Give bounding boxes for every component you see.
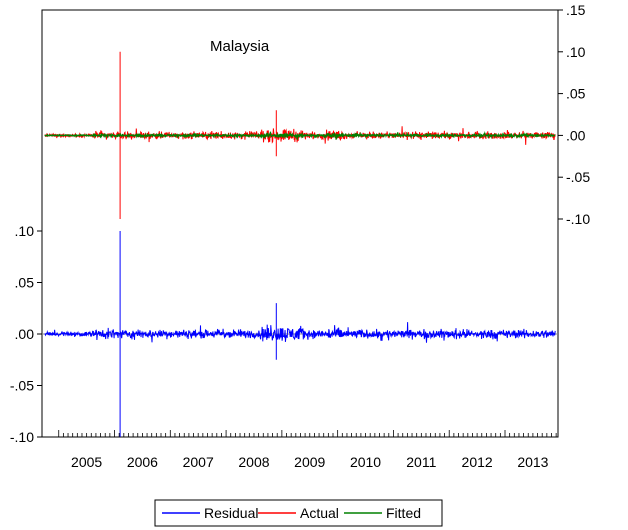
x-axis-tick-label: 2007	[183, 454, 214, 470]
left-axis-tick-label: .05	[15, 275, 35, 291]
x-axis-tick-label: 2008	[238, 454, 269, 470]
legend-label-fitted: Fitted	[386, 505, 421, 521]
legend: Residual Actual Fitted	[154, 499, 443, 527]
left-axis-tick-label: -.10	[10, 429, 34, 445]
legend-box	[154, 499, 443, 527]
x-axis-tick-label: 2013	[517, 454, 548, 470]
right-axis-tick-label: .05	[566, 86, 586, 102]
legend-label-residual: Residual	[204, 505, 258, 521]
series-fitted-line	[44, 131, 556, 140]
x-axis-tick-label: 2011	[406, 454, 436, 470]
x-axis-tick-label: 2010	[350, 454, 381, 470]
x-axis-tick-label: 2009	[294, 454, 325, 470]
right-axis-tick-label: .15	[566, 2, 586, 18]
chart-title: Malaysia	[210, 38, 270, 55]
axes-layer: .15 .10 .05 .00 -.05 -.10 .10 .05 .00 -.05 -.10 200…	[10, 2, 590, 470]
legend-label-actual: Actual	[300, 505, 339, 521]
series-residual-line	[44, 231, 556, 437]
left-axis-tick-label: -.05	[10, 378, 34, 394]
series-layer	[42, 51, 558, 437]
left-axis-tick-label: .00	[15, 326, 35, 342]
right-axis-tick-label: .00	[566, 127, 586, 143]
x-axis-tick-label: 2005	[71, 454, 102, 470]
plot-frame	[41, 9, 559, 438]
right-axis-tick-label: -.05	[566, 169, 590, 185]
left-axis-tick-label: .10	[15, 223, 35, 239]
right-axis-tick-label: -.10	[566, 211, 590, 227]
right-axis-tick-label: .10	[566, 44, 586, 60]
x-axis-tick-label: 2006	[127, 454, 158, 470]
x-axis-tick-label: 2012	[462, 454, 493, 470]
